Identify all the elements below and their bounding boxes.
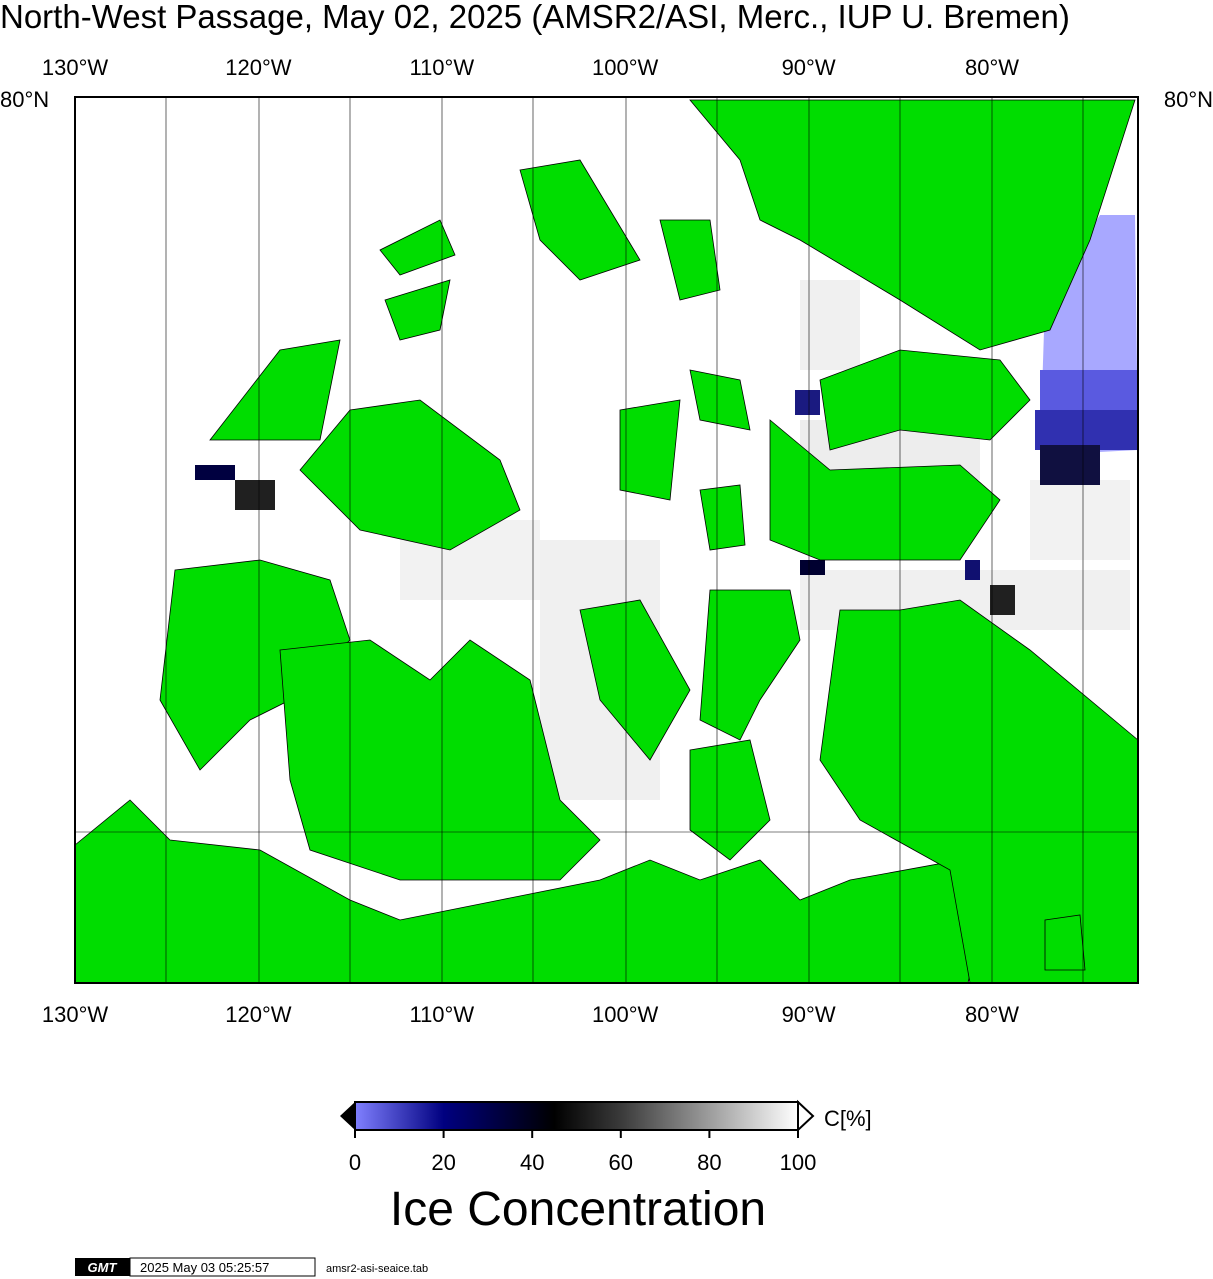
lon-label-top: 80°W bbox=[965, 55, 1019, 80]
colorbar-title: Ice Concentration bbox=[390, 1183, 766, 1236]
colorbar-tick-label: 40 bbox=[520, 1150, 544, 1175]
map-frame bbox=[74, 96, 1139, 984]
lon-label-top: 110°W bbox=[409, 55, 474, 80]
timestamp: 2025 May 03 05:25:57 bbox=[140, 1260, 269, 1275]
colorbar-low-arrow bbox=[340, 1102, 355, 1130]
colorbar-scale bbox=[354, 1101, 799, 1131]
gmt-logo-box bbox=[75, 1258, 130, 1276]
footer: GMT 2025 May 03 05:25:57 amsr2-asi-seaic… bbox=[75, 1257, 428, 1277]
colorbar-high-arrow bbox=[797, 1099, 815, 1133]
longitude-labels: 130°W 130°W 120°W 120°W 110°W 110°W 100°W 100°W… bbox=[42, 55, 1019, 1027]
lat-label-right: 80°N bbox=[1164, 87, 1213, 112]
map-area bbox=[74, 96, 1139, 984]
lon-label-top: 130°W bbox=[42, 55, 109, 80]
lon-label-bottom: 100°W bbox=[592, 1002, 659, 1027]
lon-label-bottom: 120°W bbox=[225, 1002, 292, 1027]
land bbox=[74, 99, 1139, 984]
colorbar-tick-label: 100 bbox=[780, 1150, 817, 1175]
graticule bbox=[75, 97, 1138, 983]
lon-label-top: 90°W bbox=[782, 55, 836, 80]
lon-label-bottom: 80°W bbox=[965, 1002, 1019, 1027]
lon-label-top: 100°W bbox=[592, 55, 659, 80]
map-title: North-West Passage, May 02, 2025 (AMSR2/… bbox=[0, 0, 1070, 35]
lon-label-top: 120°W bbox=[225, 55, 292, 80]
colorbar-unit: C[%] bbox=[824, 1106, 872, 1131]
colorbar-tick-label: 0 bbox=[349, 1150, 361, 1175]
colorbar-tick-label: 80 bbox=[697, 1150, 721, 1175]
lon-label-bottom: 90°W bbox=[782, 1002, 836, 1027]
colorbar-tick-label: 20 bbox=[431, 1150, 455, 1175]
gmt-logo: GMT bbox=[88, 1260, 118, 1275]
lat-label-left: 80°N bbox=[0, 87, 49, 112]
timestamp-box bbox=[129, 1257, 316, 1277]
colorbar-tick-label: 60 bbox=[609, 1150, 633, 1175]
source-file: amsr2-asi-seaice.tab bbox=[326, 1263, 428, 1275]
lon-label-bottom: 130°W bbox=[42, 1002, 109, 1027]
lon-label-bottom: 110°W bbox=[409, 1002, 474, 1027]
colorbar: C[%] Ice Concentration 0 20 40 60 80 100 bbox=[340, 1099, 872, 1236]
